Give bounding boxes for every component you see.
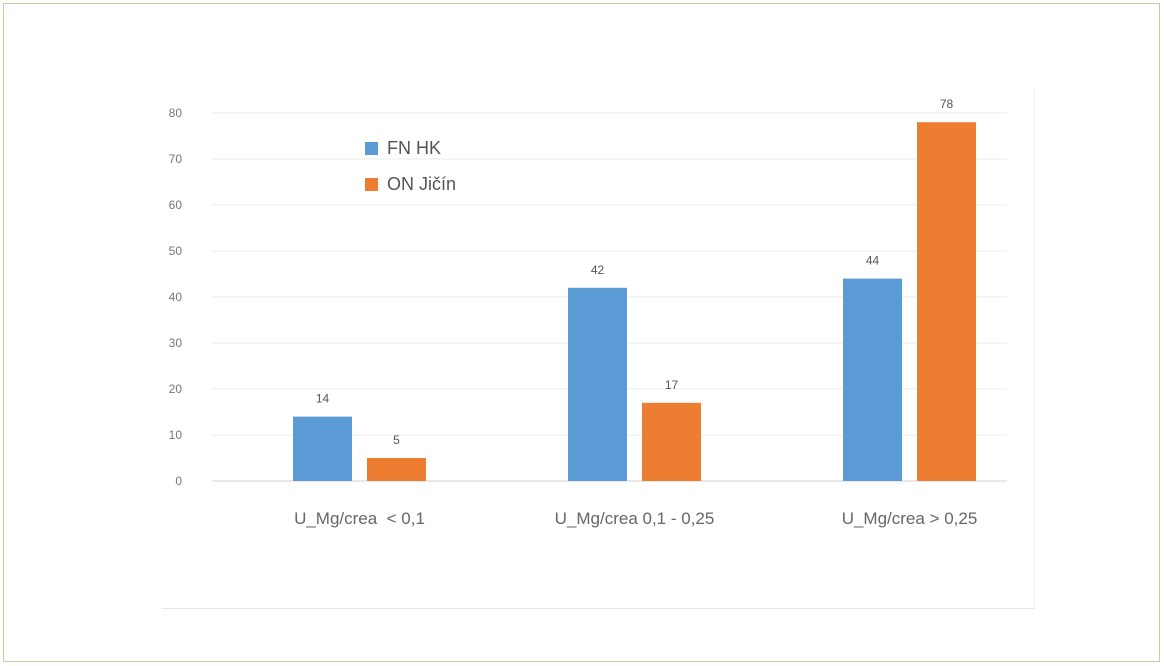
bar — [642, 402, 701, 481]
figure-frame: 0 10 20 30 40 50 60 70 80 14 5 42 17 44 78 U_Mg/crea … — [3, 3, 1160, 662]
bar — [843, 278, 902, 481]
y-tick-label: 60 — [169, 198, 183, 212]
data-label: 78 — [940, 97, 954, 111]
data-label: 42 — [591, 263, 605, 277]
y-tick-label: 80 — [169, 106, 183, 120]
x-axis-categories: U_Mg/crea < 0,1 U_Mg/crea 0,1 - 0,25 U_Mg/… — [294, 509, 977, 528]
y-tick-label: 20 — [169, 382, 183, 396]
bars — [293, 122, 976, 481]
data-labels: 14 5 42 17 44 78 — [316, 97, 954, 447]
y-tick-label: 70 — [169, 152, 183, 166]
y-tick-label: 40 — [169, 290, 183, 304]
data-label: 5 — [393, 433, 400, 447]
bar — [568, 287, 627, 481]
y-tick-label: 0 — [175, 474, 182, 488]
bar — [293, 416, 352, 481]
legend-label: ON Jičín — [387, 174, 456, 194]
y-axis-ticks: 0 10 20 30 40 50 60 70 80 — [169, 106, 183, 488]
bar — [917, 122, 976, 481]
x-category-label: U_Mg/crea > 0,25 — [842, 509, 978, 528]
data-label: 17 — [665, 378, 679, 392]
y-tick-label: 30 — [169, 336, 183, 350]
data-label: 44 — [866, 254, 880, 268]
x-category-label: U_Mg/crea < 0,1 — [294, 509, 425, 528]
legend-label: FN HK — [387, 138, 441, 158]
legend-swatch — [365, 142, 378, 155]
x-category-label: U_Mg/crea 0,1 - 0,25 — [555, 509, 715, 528]
chart-area: 0 10 20 30 40 50 60 70 80 14 5 42 17 44 78 U_Mg/crea … — [162, 88, 1035, 609]
y-tick-label: 10 — [169, 428, 183, 442]
legend: FN HK ON Jičín — [365, 138, 456, 194]
bar — [367, 458, 426, 481]
bar-chart: 0 10 20 30 40 50 60 70 80 14 5 42 17 44 78 U_Mg/crea … — [169, 97, 1007, 528]
legend-swatch — [365, 178, 378, 191]
data-label: 14 — [316, 392, 330, 406]
y-tick-label: 50 — [169, 244, 183, 258]
